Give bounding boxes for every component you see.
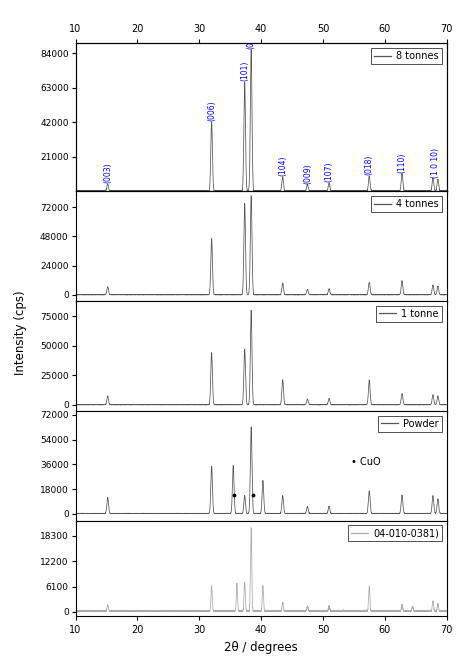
Text: (012): (012) bbox=[247, 28, 256, 49]
Text: (110): (110) bbox=[398, 153, 407, 172]
Text: (101): (101) bbox=[240, 61, 249, 81]
Text: (003): (003) bbox=[103, 163, 112, 183]
Text: (006): (006) bbox=[207, 101, 216, 121]
Text: (104): (104) bbox=[278, 155, 287, 176]
X-axis label: 2θ / degrees: 2θ / degrees bbox=[224, 641, 298, 653]
Legend: 8 tonnes: 8 tonnes bbox=[371, 48, 442, 64]
Text: (018): (018) bbox=[365, 155, 374, 175]
Text: (1 0 10): (1 0 10) bbox=[431, 148, 440, 178]
Legend: 04-010-0381): 04-010-0381) bbox=[348, 525, 442, 541]
Text: Intensity (cps): Intensity (cps) bbox=[14, 290, 27, 376]
Text: • CuO: • CuO bbox=[351, 457, 380, 467]
Legend: Powder: Powder bbox=[378, 416, 442, 432]
Legend: 4 tonnes: 4 tonnes bbox=[371, 196, 442, 212]
Text: (107): (107) bbox=[325, 162, 333, 182]
Legend: 1 tonne: 1 tonne bbox=[376, 306, 442, 322]
Text: (009): (009) bbox=[303, 163, 312, 184]
